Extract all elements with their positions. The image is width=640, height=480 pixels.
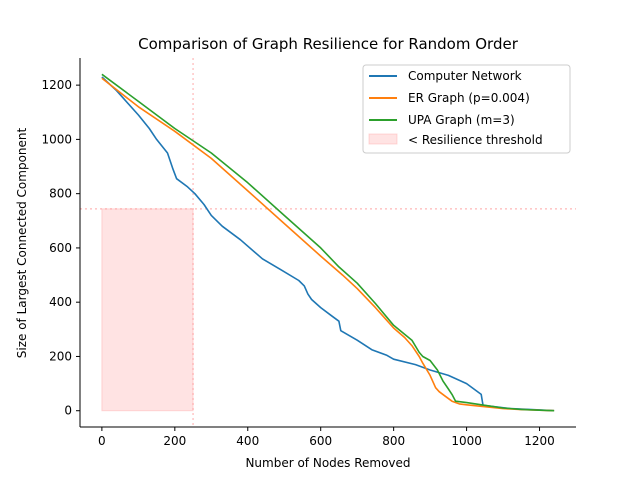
chart-title: Comparison of Graph Resilience for Rando… [138, 35, 519, 53]
x-tick-label: 0 [98, 434, 106, 448]
ticks-layer: 0 200 400 600 800 1000 1200 0 200 400 600 800 1000 12… [41, 78, 554, 448]
y-tick-label: 0 [64, 404, 72, 418]
series-layer [101, 73, 555, 412]
x-tick-label: 1000 [451, 434, 482, 448]
legend-label-upa-graph: UPA Graph (m=3) [408, 113, 515, 127]
legend-label-er-graph: ER Graph (p=0.004) [408, 91, 530, 105]
x-axis-label: Number of Nodes Removed [245, 456, 410, 470]
y-tick-label: 800 [49, 187, 72, 201]
x-tick-label: 800 [382, 434, 405, 448]
axes-layer [79, 58, 576, 428]
y-tick-label: 200 [49, 349, 72, 363]
x-tick-label: 1200 [524, 434, 555, 448]
legend-label-threshold: < Resilience threshold [408, 133, 543, 147]
threshold-layer [80, 58, 576, 427]
threshold-region [101, 208, 194, 412]
series-line-0 [101, 76, 555, 412]
y-tick-label: 1200 [41, 78, 72, 92]
legend-box [362, 64, 571, 154]
legend-swatch-threshold [368, 133, 398, 145]
x-tick-label: 200 [163, 434, 186, 448]
x-tick-label: 600 [309, 434, 332, 448]
y-axis-label: Size of Largest Connected Component [15, 127, 29, 358]
series-line-2 [101, 73, 555, 412]
y-tick-label: 600 [49, 241, 72, 255]
y-tick-label: 400 [49, 295, 72, 309]
legend-label-computer-network: Computer Network [408, 69, 522, 83]
x-tick-label: 400 [236, 434, 259, 448]
series-line-1 [101, 77, 555, 412]
legend: Computer Network ER Graph (p=0.004) UPA … [362, 64, 571, 154]
y-tick-label: 1000 [41, 132, 72, 146]
